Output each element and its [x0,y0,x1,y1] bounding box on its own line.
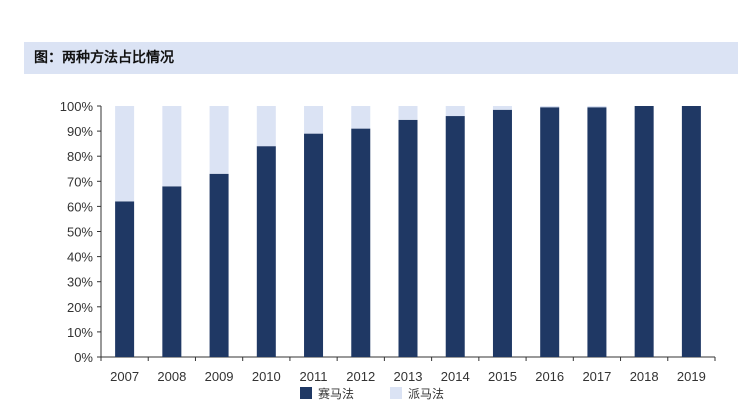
legend-label-2: 派马法 [408,387,444,400]
bar-series1-2015 [492,109,512,357]
x-tick-label: 2016 [535,369,564,384]
bar-series2-2011 [304,106,324,134]
legend-swatch-1 [300,387,312,399]
bar-series2-2007 [115,106,135,202]
y-tick-label: 90% [67,124,93,139]
x-tick-label: 2015 [488,369,517,384]
legend-swatch-2 [390,387,402,399]
y-tick-label: 30% [67,275,93,290]
bar-series1-2013 [398,119,418,358]
x-tick-label: 2019 [677,369,706,384]
x-tick-label: 2008 [157,369,186,384]
y-tick-label: 20% [67,300,93,315]
x-tick-label: 2007 [110,369,139,384]
y-tick-label: 60% [67,199,93,214]
bar-series1-2018 [634,106,654,357]
x-tick-label: 2017 [582,369,611,384]
y-tick-label: 100% [60,99,94,114]
bar-series2-2012 [351,106,371,129]
bar-series1-2019 [681,106,701,357]
bar-series1-2007 [115,201,135,357]
chart-title: 图：两种方法占比情况 [34,50,174,66]
x-tick-label: 2014 [441,369,470,384]
bar-series2-2017 [587,106,607,108]
bar-series2-2014 [445,106,465,117]
bar-series1-2014 [445,116,465,357]
bar-series1-2011 [304,133,324,357]
bar-series1-2010 [256,146,276,357]
x-tick-label: 2010 [252,369,281,384]
bar-series2-2010 [256,106,276,147]
bar-series2-2008 [162,106,182,187]
chart-title-bar: 图：两种方法占比情况 [24,42,738,74]
bar-series2-2016 [540,106,560,108]
y-tick-label: 70% [67,174,93,189]
x-tick-label: 2012 [346,369,375,384]
bar-series1-2016 [540,107,560,357]
y-tick-label: 80% [67,149,93,164]
bar-series1-2008 [162,186,182,357]
bar-series1-2017 [587,107,607,357]
legend-label-1: 赛马法 [318,386,354,400]
bar-series1-2012 [351,128,371,357]
bar-series1-2009 [209,173,229,357]
y-tick-label: 40% [67,250,93,265]
x-tick-label: 2011 [300,369,328,384]
y-tick-label: 50% [67,225,93,240]
y-tick-label: 0% [74,350,93,365]
bar-series2-2009 [209,106,229,174]
x-tick-label: 2018 [630,369,659,384]
bar-series2-2013 [398,106,418,120]
x-tick-label: 2009 [205,369,234,384]
x-tick-label: 2013 [394,369,423,384]
y-tick-label: 10% [67,325,93,340]
bar-series2-2015 [492,106,512,110]
